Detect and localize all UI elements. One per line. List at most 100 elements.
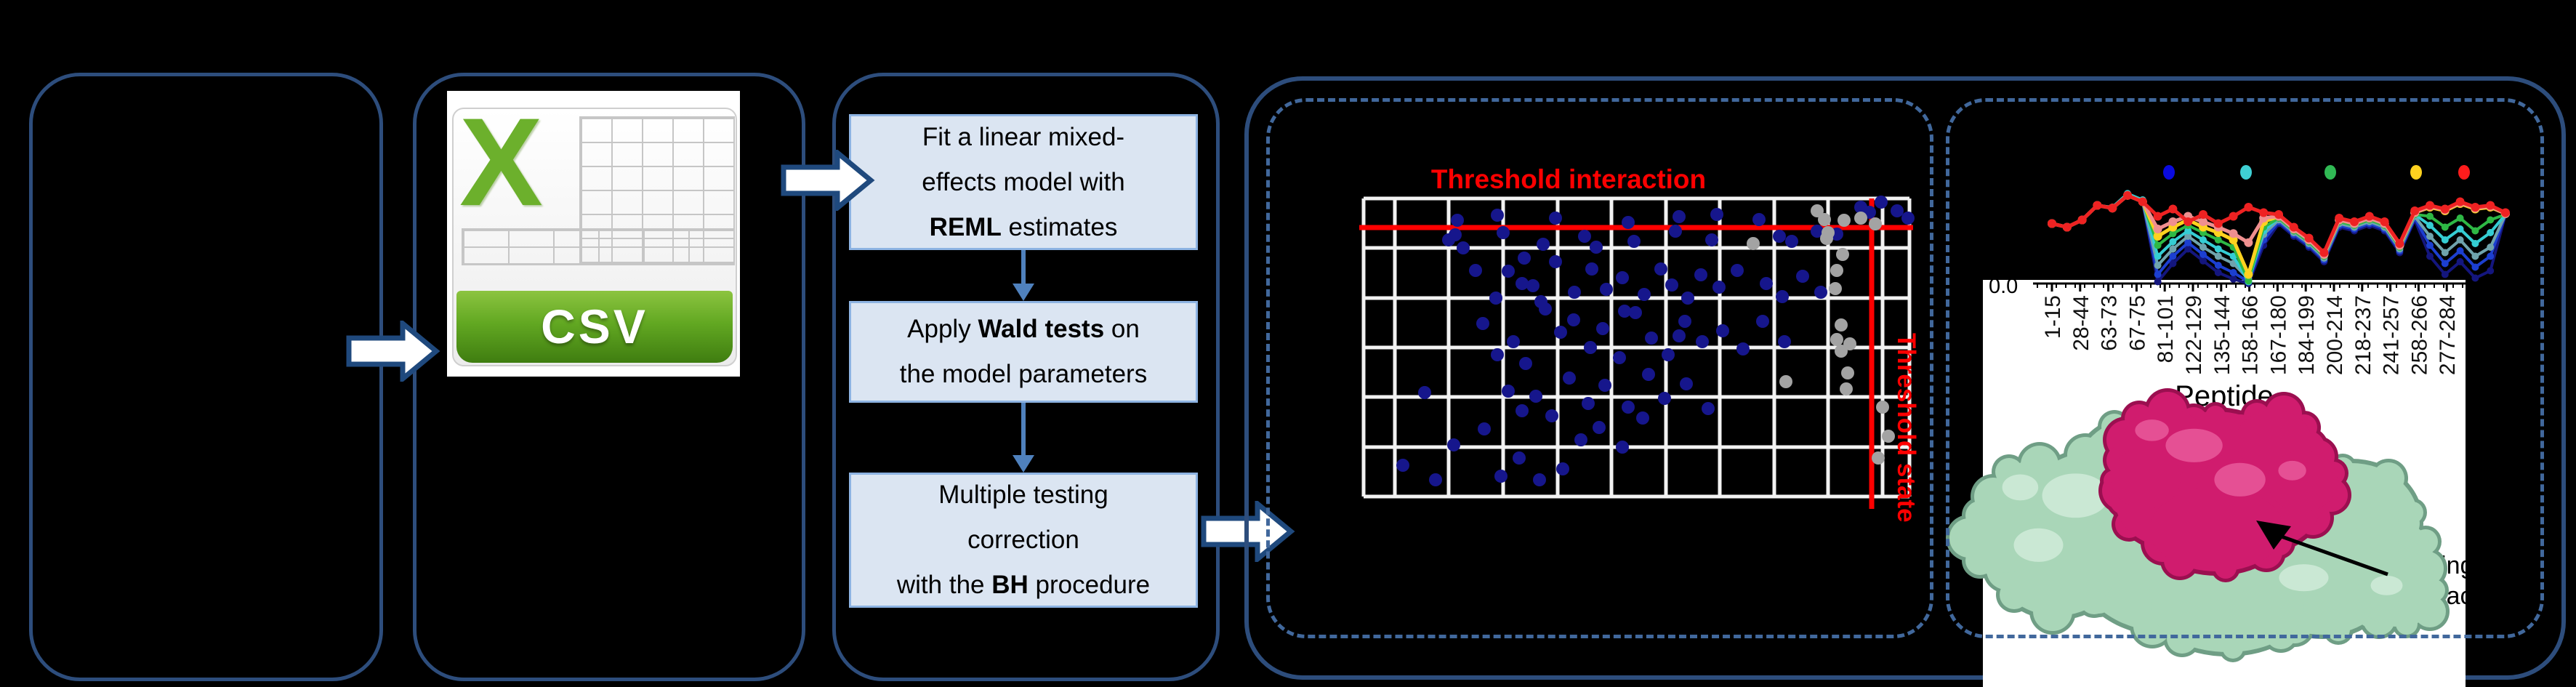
uptake-marker (2199, 244, 2207, 251)
scatter-point-blue-points (1712, 281, 1726, 294)
uptake-marker (2154, 262, 2162, 269)
scatter-point-blue-points (1529, 390, 1542, 403)
step-text-line: with the BH procedure (896, 571, 1151, 599)
threshold-interaction-label: Threshold interaction (1430, 164, 1707, 194)
uptake-marker (2471, 227, 2479, 235)
legend-dot-icon (2325, 165, 2336, 180)
scatter-point-blue-points (1449, 228, 1462, 241)
scatter-point-blue-points (1539, 302, 1552, 316)
uptake-marker (2350, 217, 2359, 226)
scatter-point-blue-points (1519, 357, 1532, 370)
flow-arrow-icon (346, 321, 440, 382)
peptide-tick-label: 241-257 (2380, 295, 2404, 375)
scatter-point-blue-points (1457, 241, 1470, 254)
scatter-point-blue-points (1760, 277, 1773, 290)
scatter-point-blue-points (1638, 288, 1651, 301)
uptake-marker (2456, 247, 2464, 254)
legend-dot-icon (2410, 165, 2422, 180)
uptake-marker (2487, 252, 2495, 260)
scatter-point-blue-points (1396, 459, 1409, 472)
panel-3-steps (832, 73, 1220, 681)
scatter-point-gray-points (1854, 212, 1867, 225)
scatter-point-blue-points (1613, 351, 1626, 364)
scatter-point-blue-points (1891, 204, 1904, 217)
scatter-point-blue-points (1796, 270, 1809, 283)
uptake-marker (2441, 236, 2449, 244)
peptide-tick-label: 67-75 (2125, 295, 2149, 351)
peptide-tick-label: 122-129 (2182, 295, 2206, 375)
scatter-point-blue-points (1585, 262, 1598, 276)
protein-surface-highlight (2002, 474, 2039, 501)
peptide-tick-label: 81-101 (2154, 295, 2178, 363)
uptake-marker (2184, 245, 2192, 253)
scatter-point-blue-points (1507, 335, 1520, 348)
protein-surface-highlight (2013, 528, 2064, 562)
peptide-tick-label: 167-180 (2266, 295, 2290, 375)
scatter-point-blue-points (1702, 402, 1715, 415)
scatter-point-blue-points (1642, 368, 1655, 381)
uptake-marker (2154, 278, 2162, 286)
scatter-point-blue-points (1563, 371, 1576, 385)
uptake-marker (2426, 222, 2434, 229)
uptake-marker (2199, 210, 2207, 219)
uptake-marker (2244, 270, 2253, 279)
scatter-point-gray-points (1835, 345, 1848, 358)
threshold-state-label: Threshold state (1892, 333, 1920, 523)
scatter-point-gray-points (1840, 382, 1853, 395)
panel-1-empty (29, 73, 383, 681)
uptake-marker (2169, 238, 2177, 246)
scatter-point-blue-points (1451, 214, 1464, 227)
uptake-marker (2138, 197, 2147, 206)
uptake-marker (2319, 248, 2329, 257)
scatter-point-blue-points (1616, 441, 1629, 454)
scatter-point-gray-points (1882, 430, 1895, 443)
scatter-point-blue-points (1590, 241, 1603, 254)
legend-dot-icon (2163, 165, 2175, 180)
uptake-marker (2168, 217, 2178, 226)
scatter-point-blue-points (1773, 230, 1786, 243)
scatter-point-blue-points (1549, 255, 1562, 268)
scatter-point-gray-points (1822, 226, 1835, 239)
uptake-marker (2456, 258, 2464, 265)
uptake-marker (2154, 252, 2162, 260)
uptake-marker (2062, 222, 2072, 232)
peptide-tick-label: 158-166 (2239, 295, 2263, 375)
uptake-marker (2169, 245, 2177, 253)
uptake-marker (2229, 212, 2238, 221)
scatter-point-blue-points (1476, 317, 1489, 330)
uptake-marker (2456, 225, 2464, 233)
peptide-tick-label: 1-15 (2041, 295, 2065, 339)
scatter-point-blue-points (1636, 411, 1649, 425)
step-connector-arrow-icon (1013, 250, 1034, 301)
scatter-point-blue-points (1549, 212, 1562, 225)
peptide-tick-label: 184-199 (2295, 295, 2319, 375)
uptake-marker (2441, 249, 2449, 257)
uptake-marker (2153, 232, 2162, 241)
legend-dot-icon (2458, 165, 2470, 180)
csv-banner: CSV (456, 291, 733, 363)
scatter-point-blue-points (1491, 209, 1504, 222)
uptake-marker (2169, 260, 2177, 268)
scatter-point-blue-points (1489, 292, 1502, 305)
scatter-point-blue-points (1645, 332, 1658, 345)
uptake-marker (2471, 274, 2479, 282)
peptide-surface (2150, 487, 2284, 571)
protein-surface (2152, 562, 2304, 652)
uptake-marker (2214, 262, 2222, 269)
uptake-marker (2440, 204, 2450, 214)
uptake-marker (2380, 217, 2389, 226)
protein-surface-highlight (2370, 575, 2403, 595)
scatter-point-blue-points (1776, 290, 1789, 303)
uptake-marker (2229, 275, 2237, 283)
scatter-point-blue-points (1622, 401, 1635, 414)
step-text-line: Fit a linear mixed- (922, 122, 1125, 151)
legend-dot-icon (2240, 165, 2252, 180)
scatter-point-blue-points (1627, 235, 1641, 248)
uptake-marker (2199, 236, 2207, 244)
step-text-line: the model parameters (899, 360, 1148, 388)
protein-surface-highlight (2042, 473, 2109, 518)
scatter-point-gray-points (1838, 214, 1851, 227)
scatter-point-blue-points (1526, 279, 1539, 292)
uptake-marker (2184, 238, 2192, 246)
scatter-point-blue-points (1469, 264, 1482, 277)
